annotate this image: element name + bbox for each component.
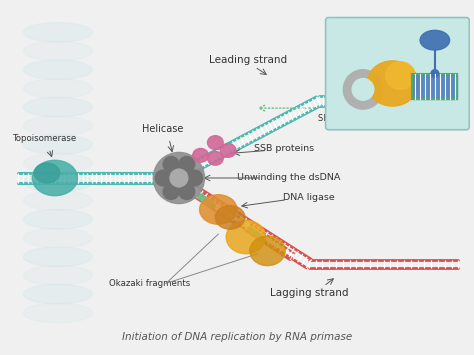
Ellipse shape: [23, 60, 92, 80]
Ellipse shape: [23, 22, 92, 42]
Text: DNA polymerase: DNA polymerase: [342, 109, 413, 118]
Ellipse shape: [32, 160, 78, 196]
Text: Leading strand: Leading strand: [209, 55, 287, 65]
Ellipse shape: [23, 303, 92, 323]
Ellipse shape: [23, 78, 92, 98]
Text: Topoisomerase: Topoisomerase: [13, 134, 77, 143]
Circle shape: [179, 157, 195, 172]
Bar: [412, 73, 457, 99]
Circle shape: [163, 157, 179, 172]
Ellipse shape: [386, 62, 415, 89]
Ellipse shape: [226, 220, 265, 254]
Ellipse shape: [23, 41, 92, 61]
Circle shape: [431, 70, 439, 78]
FancyBboxPatch shape: [326, 17, 469, 130]
Ellipse shape: [23, 135, 92, 154]
Ellipse shape: [200, 195, 237, 224]
Ellipse shape: [23, 172, 92, 192]
Ellipse shape: [23, 153, 92, 173]
Ellipse shape: [23, 97, 92, 117]
Circle shape: [179, 184, 195, 200]
Ellipse shape: [23, 209, 92, 229]
Ellipse shape: [23, 191, 92, 211]
Text: RNA primer: RNA primer: [401, 84, 465, 94]
Ellipse shape: [343, 70, 383, 109]
Text: SSB proteins: SSB proteins: [254, 144, 314, 153]
Text: DNA ligase: DNA ligase: [283, 193, 335, 202]
Text: Okazaki fragments: Okazaki fragments: [109, 279, 190, 288]
Ellipse shape: [367, 61, 418, 106]
Text: Sliding clamp: Sliding clamp: [318, 114, 374, 124]
Ellipse shape: [23, 266, 92, 285]
Text: Primase: Primase: [415, 20, 455, 29]
Text: Initiation of DNA replication by RNA primase: Initiation of DNA replication by RNA pri…: [122, 332, 352, 343]
Text: Helicase: Helicase: [143, 124, 184, 134]
Ellipse shape: [153, 152, 204, 203]
Ellipse shape: [193, 148, 209, 162]
Ellipse shape: [23, 228, 92, 248]
Circle shape: [163, 184, 179, 200]
Text: Lagging strand: Lagging strand: [270, 288, 348, 298]
Ellipse shape: [23, 247, 92, 267]
Circle shape: [170, 169, 188, 187]
Bar: [412, 73, 457, 99]
Ellipse shape: [250, 236, 285, 266]
Circle shape: [187, 170, 202, 186]
Ellipse shape: [208, 136, 223, 149]
Ellipse shape: [352, 78, 374, 100]
Ellipse shape: [220, 143, 236, 157]
Ellipse shape: [208, 152, 223, 165]
Ellipse shape: [420, 30, 450, 50]
Circle shape: [155, 170, 171, 186]
Text: Unwinding the dsDNA: Unwinding the dsDNA: [237, 174, 341, 182]
Ellipse shape: [34, 163, 60, 183]
Ellipse shape: [23, 116, 92, 136]
Ellipse shape: [215, 206, 245, 229]
Ellipse shape: [23, 284, 92, 304]
